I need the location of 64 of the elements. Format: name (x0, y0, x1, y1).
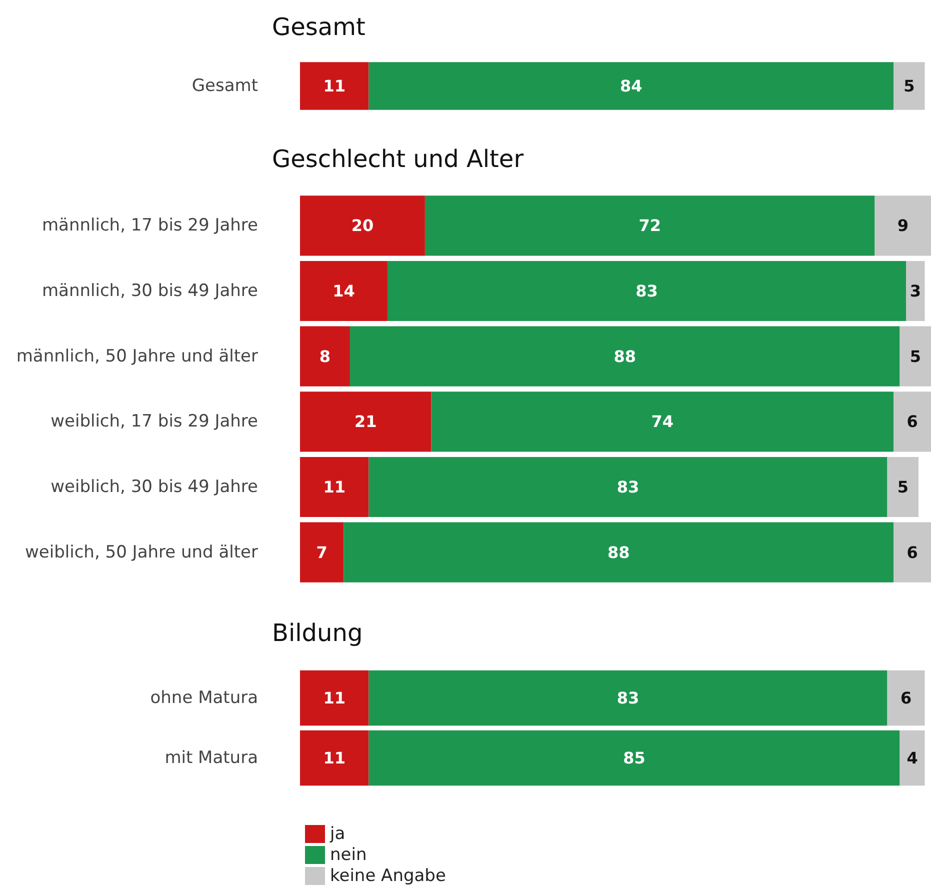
bar (874, 196, 931, 256)
bar (887, 456, 919, 518)
data-label: 83 (636, 282, 658, 300)
data-label: 6 (906, 542, 918, 562)
y-tick-label: männlich, 17 bis 29 Jahre (42, 216, 258, 236)
data-label: 84 (620, 76, 642, 96)
data-label: 88 (607, 542, 630, 562)
data-label: 5 (904, 76, 915, 96)
bar (894, 522, 931, 582)
data-label: 8 (319, 346, 331, 366)
legend-label: ja (329, 824, 346, 844)
data-label: 11 (323, 478, 346, 496)
data-label: 83 (616, 688, 640, 708)
bar (300, 456, 369, 518)
data-label: 14 (332, 282, 355, 300)
y-tick-label: männlich, 30 bis 49 Jahre (42, 281, 258, 301)
data-label: 6 (900, 688, 912, 708)
y-tick-label: männlich, 50 Jahre und älter (16, 346, 258, 366)
data-label: 4 (906, 748, 918, 768)
y-tick-label: mit Matura (164, 748, 258, 768)
bar (368, 670, 888, 726)
data-label: 85 (623, 748, 646, 768)
y-tick-label: weiblich, 30 bis 49 Jahre (50, 477, 258, 497)
data-label: 5 (897, 478, 908, 496)
legend-label: keine Angabe (330, 866, 446, 886)
data-label: 83 (616, 478, 640, 496)
data-label: 6 (906, 412, 918, 432)
bar (300, 196, 425, 256)
data-label: 11 (323, 76, 346, 96)
bar (431, 392, 894, 452)
bar (368, 456, 888, 518)
bar (350, 326, 900, 386)
bar (300, 670, 369, 726)
data-label: 11 (323, 748, 346, 768)
bar (424, 196, 875, 256)
y-tick-label: weiblich, 50 Jahre und älter (25, 542, 258, 562)
chart-title: Bildung (272, 619, 363, 647)
data-label: 72 (638, 216, 661, 236)
bar (344, 522, 894, 582)
data-label: 11 (323, 688, 346, 708)
data-label: 88 (614, 346, 636, 366)
bar (300, 326, 350, 386)
bar (887, 670, 925, 726)
data-label: 7 (316, 542, 328, 562)
bar (300, 260, 388, 322)
chart-title: Geschlecht und Alter (272, 145, 524, 173)
bar (300, 522, 344, 582)
y-tick-label: ohne Matura (150, 688, 258, 708)
legend-label: nein (330, 845, 367, 865)
data-label: 21 (354, 412, 377, 432)
data-label: 5 (910, 346, 921, 366)
data-label: 20 (351, 216, 374, 236)
bar (900, 326, 931, 386)
bar (387, 260, 906, 322)
bar (368, 730, 900, 786)
data-label: 9 (897, 216, 908, 236)
bar (906, 260, 925, 322)
bar (900, 730, 925, 786)
bar (300, 730, 369, 786)
data-label: 74 (651, 412, 674, 432)
y-tick-label: weiblich, 17 bis 29 Jahre (50, 412, 258, 432)
bar (300, 392, 432, 452)
bar (894, 392, 931, 452)
data-label: 3 (910, 282, 921, 300)
